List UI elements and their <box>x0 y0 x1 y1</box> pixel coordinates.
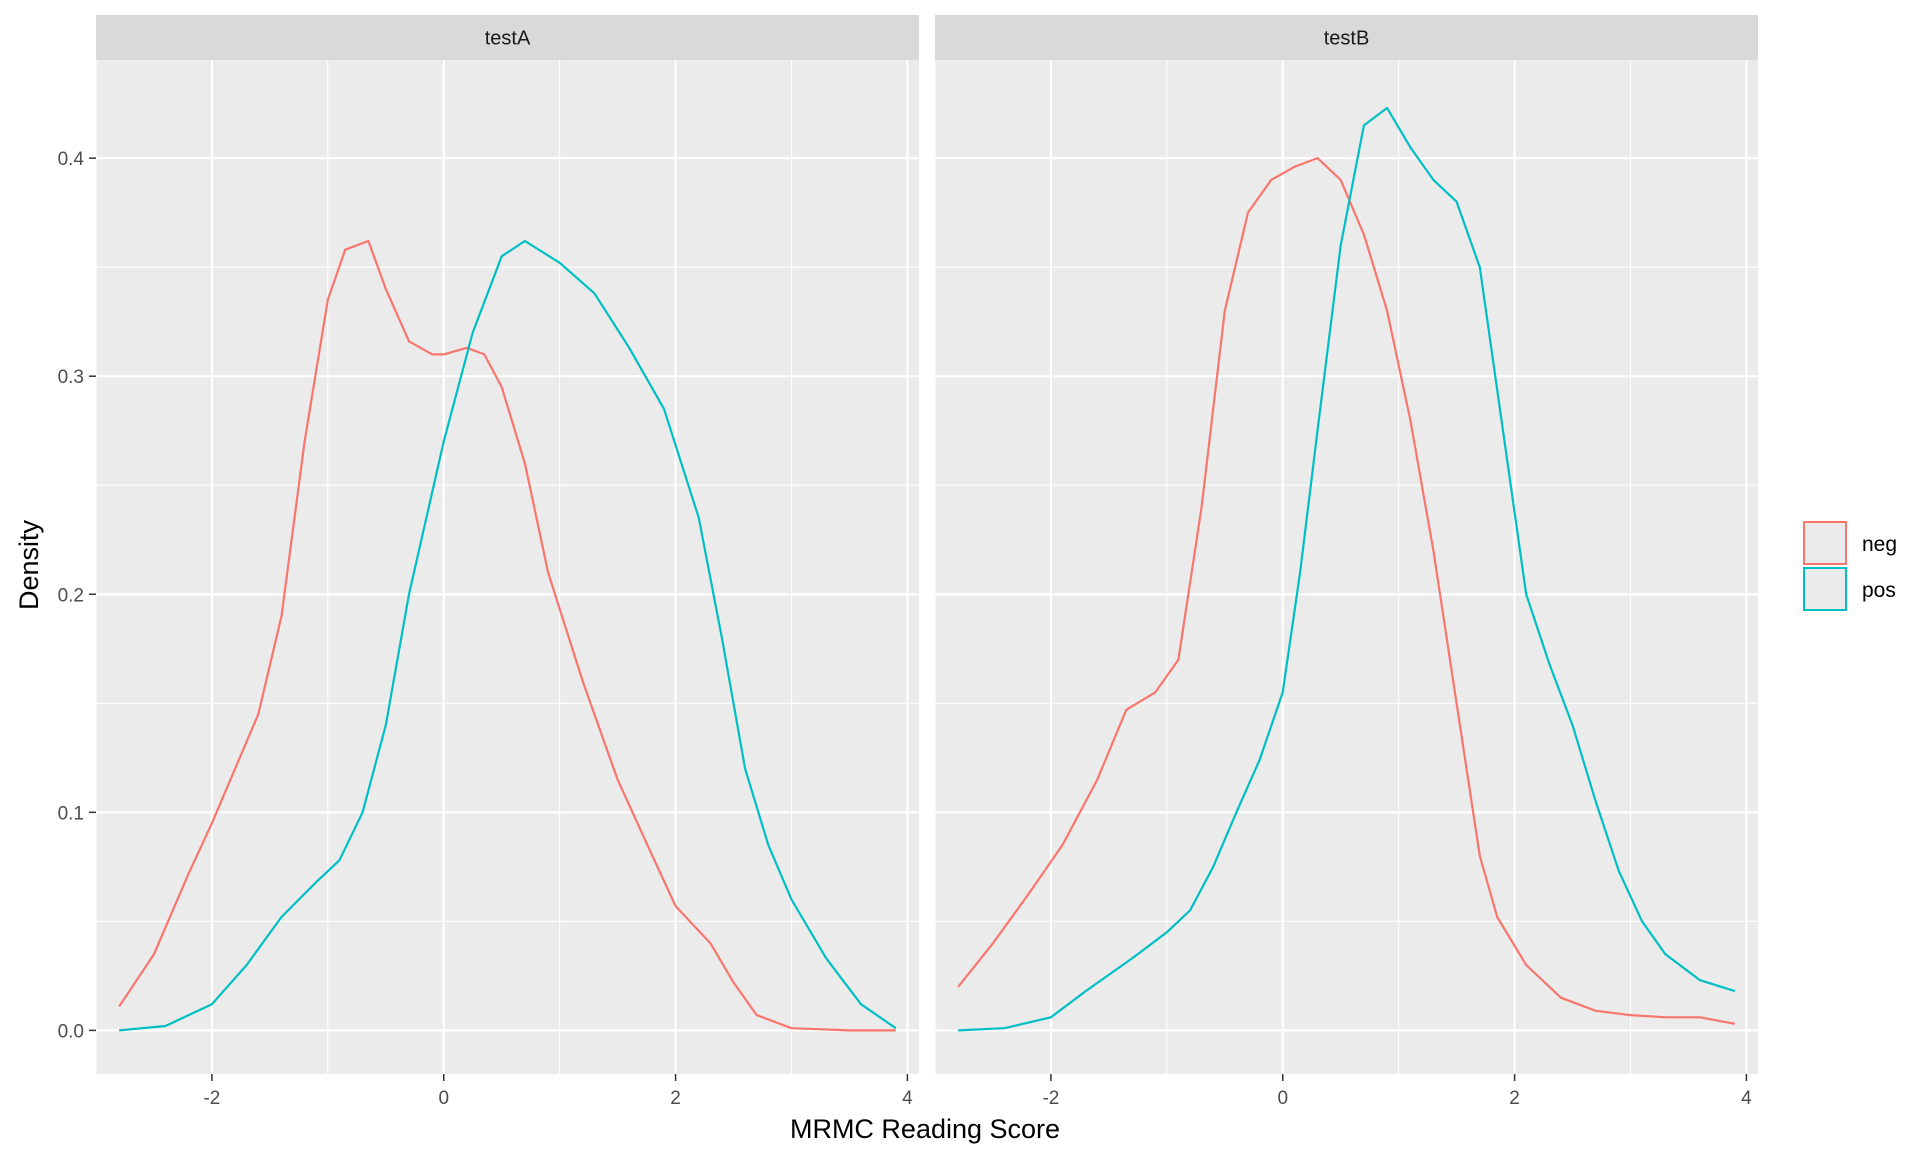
strip-testA <box>96 15 919 60</box>
y-tick-label: 0.0 <box>58 1021 84 1042</box>
legend-label: neg <box>1862 533 1897 556</box>
legend-key-neg: neg <box>1803 521 1897 565</box>
y-tick-label: 0.2 <box>58 585 84 606</box>
legend-key-pos: pos <box>1803 567 1896 611</box>
strip-label: testA <box>485 28 531 50</box>
panel-background <box>96 60 919 1074</box>
density-line-neg <box>957 157 1736 1025</box>
x-tick-label: 2 <box>670 1088 681 1109</box>
y-tick-label: 0.3 <box>58 367 84 388</box>
x-tick-label: 2 <box>1509 1088 1520 1109</box>
strip-testB <box>935 15 1758 60</box>
strip-label: testB <box>1324 28 1370 50</box>
density-line-pos <box>119 239 897 1032</box>
x-tick-label: 4 <box>902 1088 913 1109</box>
facet-panels: testA -2 0 2 4 0.0 0.1 0.2 0.3 0.4 testB -2 0 2 4 <box>58 15 1758 1109</box>
legend: neg pos <box>1803 521 1897 611</box>
panel-testB: testB -2 0 2 4 <box>934 15 1758 1109</box>
density-line-neg <box>118 239 896 1032</box>
density-line-pos <box>958 106 1736 1032</box>
panel-testA: testA -2 0 2 4 0.0 0.1 0.2 0.3 0.4 <box>58 15 919 1109</box>
x-axis-title: MRMC Reading Score <box>790 1114 1060 1144</box>
x-tick-label: 0 <box>1277 1088 1288 1109</box>
x-tick-label: 0 <box>438 1088 449 1109</box>
x-tick-label: -2 <box>1042 1088 1059 1109</box>
panel-background <box>935 60 1758 1074</box>
legend-swatch <box>1803 567 1847 611</box>
legend-label: pos <box>1862 579 1896 602</box>
y-tick-label: 0.1 <box>58 803 84 824</box>
x-tick-label: 4 <box>1741 1088 1752 1109</box>
x-tick-label: -2 <box>203 1088 220 1109</box>
legend-swatch <box>1803 521 1847 565</box>
y-tick-label: 0.4 <box>58 149 85 170</box>
y-axis-title: Density <box>14 519 44 610</box>
